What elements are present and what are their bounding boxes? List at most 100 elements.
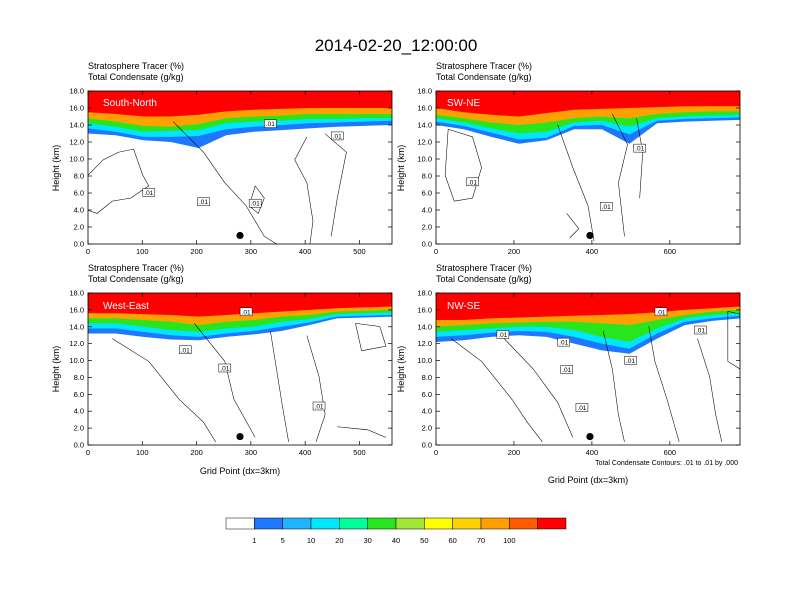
y-tick-label: 18.0 (69, 87, 84, 96)
y-tick-label: 10.0 (417, 155, 432, 164)
plot-frame (435, 90, 741, 245)
y-axis-label: Height (km) (396, 346, 406, 393)
y-tick-label: 14.0 (417, 121, 432, 130)
y-tick-label: 0.0 (422, 441, 432, 450)
panel-subtitle-condensate: Total Condensate (g/kg) (436, 274, 532, 284)
contour-label-text: .01 (559, 340, 568, 347)
condensate-contour (88, 148, 150, 214)
plot-area-south-north: .01 .01 .01 .01 .01 0.0 2.0 4.0 6.0 8.0 10.0 12.0 14… (69, 87, 393, 256)
plot-content: .01 .01 .01 .01 (88, 293, 392, 445)
x-tick-label: 300 (245, 448, 258, 457)
contour-label-text: .01 (220, 366, 229, 373)
condensate-contour (451, 338, 543, 443)
contour-label-text: .01 (333, 133, 342, 140)
y-tick-label: 6.0 (74, 390, 84, 399)
y-tick-label: 18.0 (69, 289, 84, 298)
condensate-contour (727, 310, 740, 370)
panel-label: SW-NE (447, 98, 480, 109)
plot-frame (435, 292, 741, 446)
x-tick-label: 300 (245, 247, 258, 256)
colorbar-label: 100 (503, 536, 516, 545)
contour-label: .01 (264, 119, 277, 128)
contour-label: .01 (575, 403, 589, 412)
y-tick-label: 6.0 (422, 189, 432, 198)
plot-content: .01 .01 .01 .01 .01 .01 .01 (436, 293, 740, 445)
colorbar-swatch (254, 517, 283, 530)
colorbar-label: 30 (363, 536, 371, 545)
y-tick-label: 10.0 (69, 155, 84, 164)
y-tick-label: 10.0 (417, 356, 432, 365)
contour-label: .01 (218, 363, 232, 373)
condensate-contour (194, 323, 256, 438)
y-tick-label: 4.0 (422, 407, 432, 416)
contour-label-text: .01 (251, 201, 260, 208)
y-tick-label: 2.0 (74, 424, 84, 433)
tracer-band-100 (436, 91, 740, 117)
location-marker (586, 231, 594, 240)
x-axis-label: Grid Point (dx=3km) (548, 475, 628, 485)
y-tick-label: 14.0 (69, 121, 84, 130)
condensate-contour (496, 330, 574, 438)
colorbar: 1 5 10 20 30 40 50 60 70 100 (225, 517, 567, 545)
y-tick-label: 4.0 (74, 206, 84, 215)
plot-area-nw-se: .01 .01 .01 .01 .01 .01 .01 0.0 2.0 4.0 6.0 8.0 10.0… (417, 289, 741, 457)
condensate-contour (306, 335, 326, 443)
y-tick-label: 14.0 (69, 322, 84, 331)
contour-label: .01 (496, 330, 510, 339)
contour-label-text: .01 (242, 309, 251, 316)
contour-label-text: .01 (181, 347, 190, 354)
y-tick-label: 16.0 (417, 104, 432, 113)
figure-title: 2014-02-20_12:00:00 (315, 36, 478, 55)
plot-frame (87, 90, 393, 245)
condensate-contour (355, 323, 387, 352)
y-tick-label: 4.0 (422, 206, 432, 215)
x-tick-label: 400 (299, 448, 312, 457)
tracer-band-100 (88, 91, 392, 117)
contour-label: .01 (312, 401, 326, 411)
colorbar-swatch (509, 517, 538, 530)
contour-label: .01 (248, 198, 262, 208)
panel-subtitle-tracer: Stratosphere Tracer (%) (88, 61, 184, 71)
x-tick-label: 400 (586, 448, 599, 457)
panel-subtitle-tracer: Stratosphere Tracer (%) (436, 61, 532, 71)
y-tick-label: 8.0 (422, 172, 432, 181)
y-tick-label: 12.0 (417, 339, 432, 348)
contour-label-text: .01 (577, 405, 586, 412)
colorbar-label: 5 (281, 536, 285, 545)
panel-sw-ne: Stratosphere Tracer (%) Total Condensate… (396, 61, 741, 256)
y-tick-label: 12.0 (69, 339, 84, 348)
y-tick-label: 6.0 (74, 189, 84, 198)
contour-label: .01 (466, 177, 479, 186)
contour-label-text: .01 (562, 367, 571, 374)
x-tick-label: 200 (508, 448, 521, 457)
y-axis-label: Height (km) (396, 145, 406, 192)
colorbar-label: 20 (335, 536, 343, 545)
colorbar-swatch (339, 517, 368, 530)
panel-subtitle-tracer: Stratosphere Tracer (%) (436, 263, 532, 273)
x-tick-label: 600 (664, 448, 677, 457)
contour-label-text: .01 (635, 146, 644, 153)
plot-frame (87, 292, 393, 446)
y-tick-label: 6.0 (422, 390, 432, 399)
y-tick-label: 16.0 (69, 104, 84, 113)
colorbar-label: 50 (420, 536, 428, 545)
panel-south-north: Stratosphere Tracer (%) Total Condensate… (51, 61, 393, 256)
contour-label-text: .01 (602, 204, 611, 211)
contour-footnote: Total Condensate Contours: .01 to .01 by… (595, 460, 738, 467)
plot-content: .01 .01 .01 (436, 91, 740, 244)
y-tick-label: 2.0 (422, 223, 432, 232)
colorbar-swatch (395, 517, 425, 530)
colorbar-swatch (537, 517, 567, 530)
colorbar-swatch (424, 517, 453, 530)
condensate-contour (612, 113, 628, 237)
panel-label: West-East (103, 301, 149, 312)
x-tick-label: 500 (353, 247, 366, 256)
colorbar-swatch (225, 517, 255, 530)
colorbar-swatch (282, 517, 312, 530)
y-tick-label: 16.0 (417, 305, 432, 314)
condensate-contour (337, 426, 387, 438)
contour-label: .01 (179, 345, 192, 354)
y-axis-label: Height (km) (51, 346, 61, 393)
x-tick-label: 0 (86, 448, 90, 457)
